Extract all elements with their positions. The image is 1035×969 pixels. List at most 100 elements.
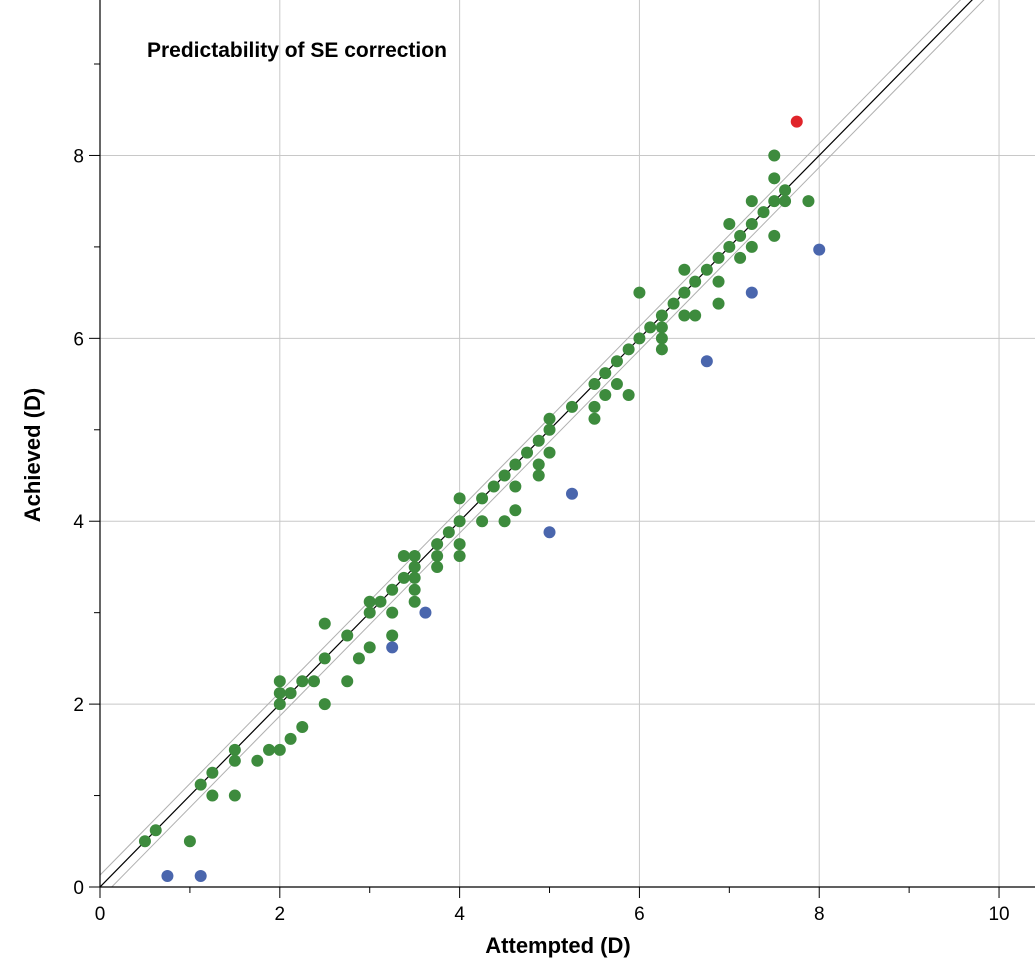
data-point-s0-92 xyxy=(734,229,747,242)
data-point-s0-63 xyxy=(565,400,578,413)
data-point-s0-7 xyxy=(228,754,241,767)
data-point-s0-84 xyxy=(689,275,702,288)
chart-title: Predictability of SE correction xyxy=(147,39,447,62)
x-axis-title: Attempted (D) xyxy=(485,933,630,958)
data-point-s1-2 xyxy=(386,641,399,654)
data-point-s0-43 xyxy=(442,526,455,539)
data-point-s1-4 xyxy=(543,526,556,539)
data-point-s0-24 xyxy=(341,675,354,688)
y-tick-label-0: 0 xyxy=(73,878,84,899)
y-tick-label-8: 8 xyxy=(73,146,84,167)
data-point-s0-28 xyxy=(363,641,376,654)
data-point-s0-62 xyxy=(543,446,556,459)
data-point-s0-20 xyxy=(318,617,331,630)
data-point-s1-0 xyxy=(161,870,174,883)
data-point-s0-31 xyxy=(386,606,399,619)
band-line-2 xyxy=(110,0,985,887)
data-point-s0-48 xyxy=(476,492,489,505)
axes xyxy=(89,0,1035,898)
data-point-s0-69 xyxy=(610,355,623,368)
data-point-s1-5 xyxy=(565,487,578,500)
data-point-s0-4 xyxy=(206,766,219,779)
x-tick-label-4: 4 xyxy=(454,904,465,925)
data-point-s0-59 xyxy=(532,469,545,482)
data-point-s0-23 xyxy=(341,629,354,642)
data-point-s0-80 xyxy=(667,297,680,310)
identity-line xyxy=(100,0,973,887)
data-point-s0-6 xyxy=(228,743,241,756)
x-tick-label-6: 6 xyxy=(634,904,645,925)
data-point-s0-64 xyxy=(588,378,601,391)
data-point-s0-44 xyxy=(453,492,466,505)
data-point-s0-61 xyxy=(543,423,556,436)
data-point-s0-79 xyxy=(655,343,668,356)
data-point-s0-52 xyxy=(498,515,511,528)
data-point-s0-41 xyxy=(431,549,444,562)
data-point-s0-37 xyxy=(408,571,421,584)
data-point-s0-3 xyxy=(194,778,207,791)
data-point-s0-32 xyxy=(386,629,399,642)
data-point-s0-74 xyxy=(633,332,646,345)
data-point-s0-1 xyxy=(149,824,162,837)
data-point-s0-71 xyxy=(622,343,635,356)
data-point-s0-73 xyxy=(633,286,646,299)
data-point-s0-11 xyxy=(273,675,286,688)
data-point-s0-9 xyxy=(251,754,264,767)
data-point-s1-6 xyxy=(700,355,713,368)
data-point-s0-93 xyxy=(734,251,747,264)
data-point-s0-17 xyxy=(296,675,309,688)
data-point-s0-77 xyxy=(655,321,668,334)
data-point-s0-102 xyxy=(779,184,792,197)
data-point-s0-65 xyxy=(588,400,601,413)
x-tick-label-10: 10 xyxy=(988,904,1009,925)
data-point-s0-26 xyxy=(363,595,376,608)
data-point-s0-42 xyxy=(431,560,444,573)
data-point-s0-30 xyxy=(386,583,399,596)
data-point-s1-1 xyxy=(194,870,207,883)
data-point-s0-29 xyxy=(374,595,387,608)
data-point-s0-103 xyxy=(779,195,792,208)
data-point-s0-82 xyxy=(678,286,691,299)
data-point-s0-21 xyxy=(318,652,331,665)
reference-lines xyxy=(100,0,985,887)
data-point-s0-96 xyxy=(745,240,758,253)
data-point-s0-25 xyxy=(352,652,365,665)
data-point-s0-18 xyxy=(296,720,309,733)
data-point-s0-40 xyxy=(431,538,444,551)
data-point-s0-10 xyxy=(263,743,276,756)
data-point-s0-51 xyxy=(498,469,511,482)
data-point-s0-8 xyxy=(228,789,241,802)
data-point-s0-75 xyxy=(644,321,657,334)
y-axis-title: Achieved (D) xyxy=(20,388,45,522)
data-point-s0-16 xyxy=(284,732,297,745)
data-point-s0-54 xyxy=(509,480,522,493)
data-point-s0-47 xyxy=(453,549,466,562)
grid-lines xyxy=(100,0,1035,887)
data-point-s0-88 xyxy=(712,275,725,288)
data-point-s0-91 xyxy=(723,240,736,253)
data-point-s1-3 xyxy=(419,606,432,619)
data-point-s0-49 xyxy=(476,515,489,528)
data-point-s0-12 xyxy=(273,687,286,700)
data-point-s0-36 xyxy=(408,560,421,573)
data-point-s0-104 xyxy=(802,195,815,208)
data-point-s0-67 xyxy=(599,367,612,380)
y-tick-label-6: 6 xyxy=(73,329,84,350)
data-point-s0-50 xyxy=(487,480,500,493)
data-point-s0-86 xyxy=(700,263,713,276)
data-point-s0-45 xyxy=(453,515,466,528)
data-point-s0-95 xyxy=(745,218,758,231)
x-tick-label-2: 2 xyxy=(275,904,286,925)
data-point-s0-72 xyxy=(622,389,635,402)
x-tick-label-0: 0 xyxy=(95,904,106,925)
band-line-1 xyxy=(100,0,962,876)
data-point-s0-13 xyxy=(273,698,286,711)
data-point-s0-19 xyxy=(307,675,320,688)
data-point-s0-99 xyxy=(768,172,781,185)
data-point-s0-33 xyxy=(397,549,410,562)
data-points xyxy=(138,115,826,883)
data-point-s0-81 xyxy=(678,263,691,276)
data-point-s0-101 xyxy=(768,229,781,242)
data-point-s0-56 xyxy=(521,446,534,459)
